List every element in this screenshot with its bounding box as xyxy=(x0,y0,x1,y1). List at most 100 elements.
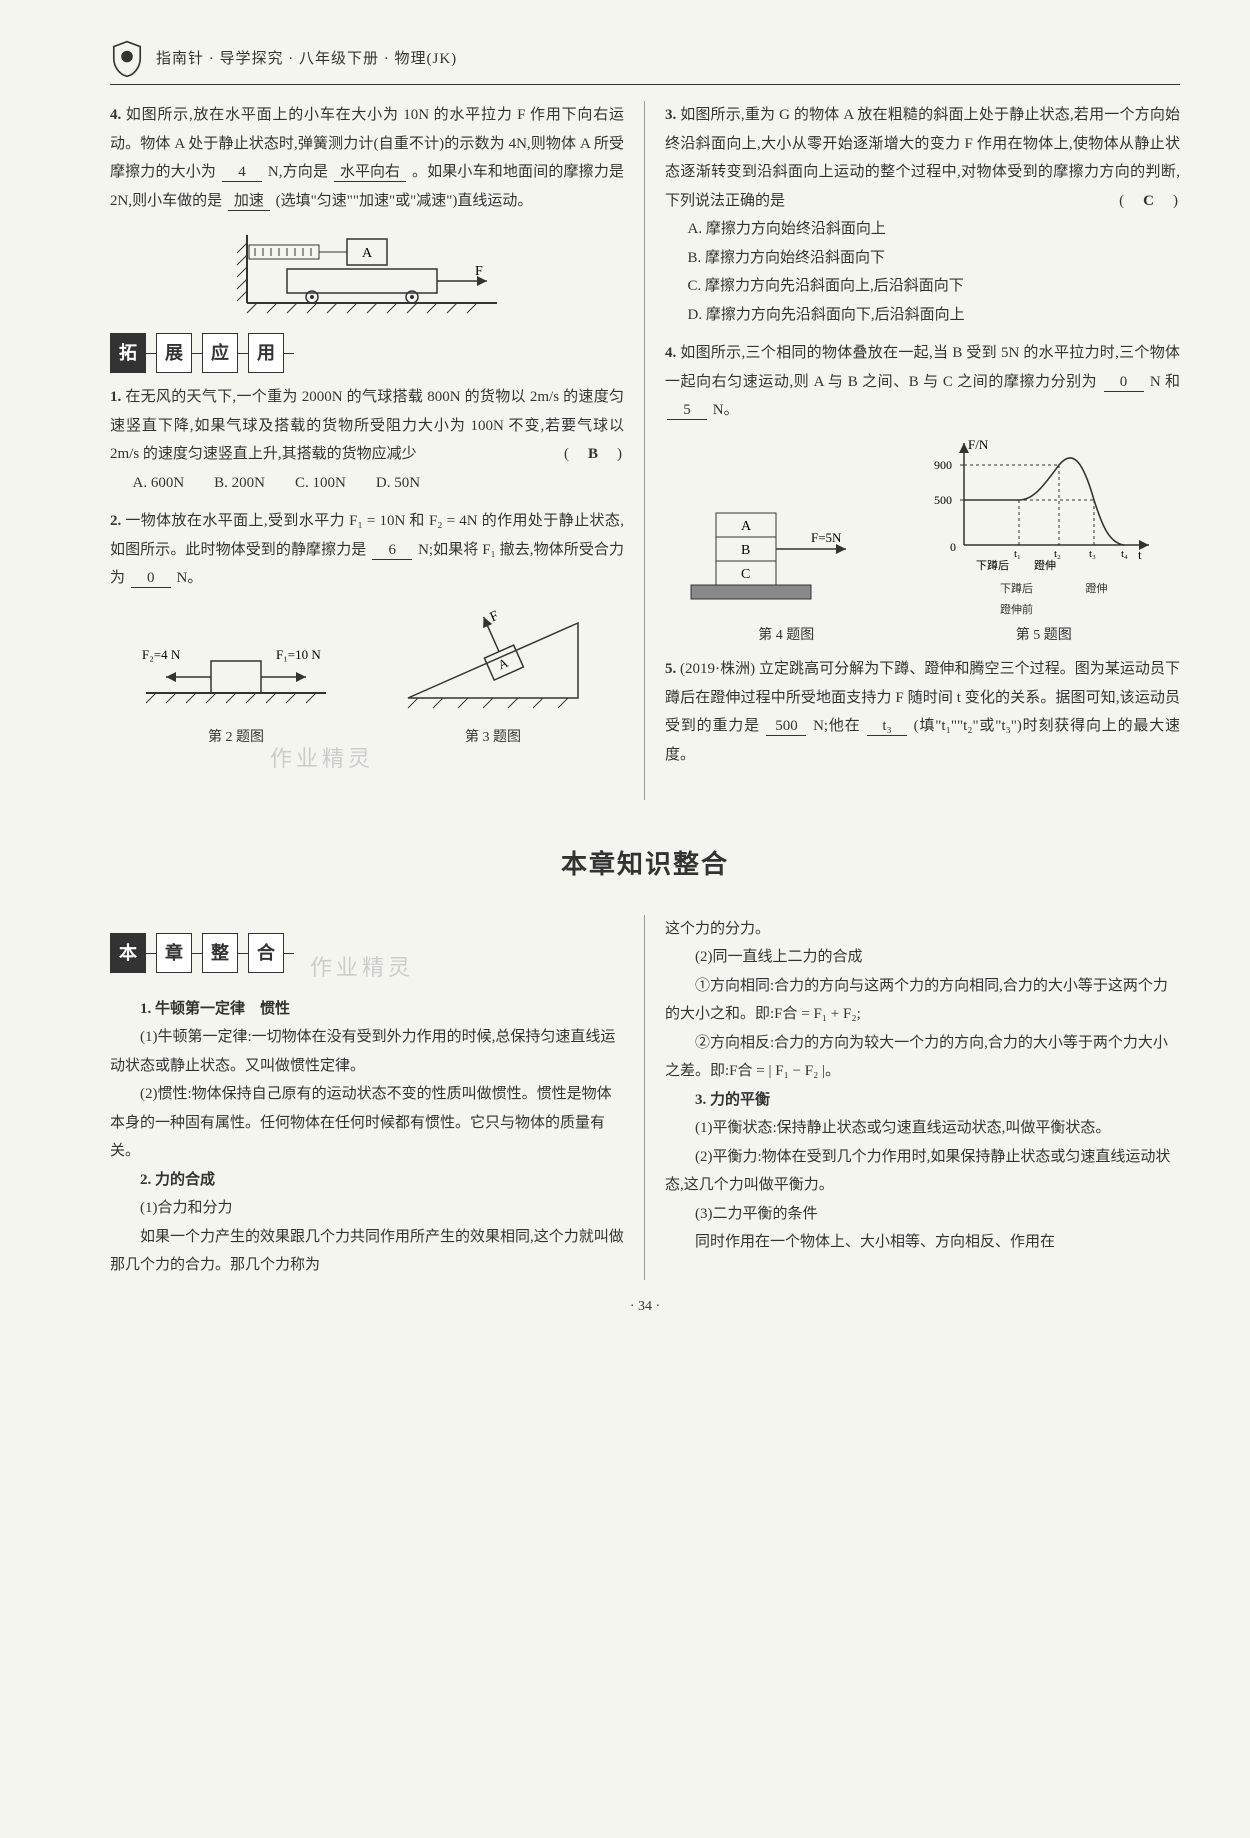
answer-blank: 加速 xyxy=(228,192,270,211)
para: 同时作用在一个物体上、大小相等、方向相反、作用在 xyxy=(665,1228,1180,1257)
answer-blank: 4 xyxy=(222,163,262,182)
section-chapter-banner: 本 章 整 合 xyxy=(110,933,624,973)
right-column: 3. 如图所示,重为 G 的物体 A 放在粗糙的斜面上处于静止状态,若用一个方向… xyxy=(645,101,1180,800)
para: ①方向相同:合力的方向与这两个力的方向相同,合力的大小等于这两个力的大小之和。即… xyxy=(665,972,1180,1029)
banner-char: 合 xyxy=(248,933,284,973)
svg-text:t₂: t₂ xyxy=(1054,548,1061,560)
q-source: (2019·株洲) xyxy=(680,661,755,677)
option-D: D. 50N xyxy=(376,469,420,498)
q-text: N。 xyxy=(177,570,203,586)
option-B: B. 200N xyxy=(214,469,265,498)
svg-text:F₁=10 N: F₁=10 N xyxy=(276,647,321,662)
left-column: 4. 如图所示,放在水平面上的小车在大小为 10N 的水平拉力 F 作用下向右运… xyxy=(110,101,645,800)
para: (1)合力和分力 xyxy=(110,1194,624,1223)
svg-text:t: t xyxy=(1138,547,1142,562)
svg-text:F=5N: F=5N xyxy=(811,530,842,545)
summary-left: 本 章 整 合 作业精灵 1. 牛顿第一定律 惯性 (1)牛顿第一定律:一切物体… xyxy=(110,915,645,1280)
para: (2)同一直线上二力的合成 xyxy=(665,943,1180,972)
section-extend-banner: 拓 展 应 用 xyxy=(110,333,624,373)
q-text: N。 xyxy=(713,402,739,418)
question-4-left: 4. 如图所示,放在水平面上的小车在大小为 10N 的水平拉力 F 作用下向右运… xyxy=(110,101,624,215)
figure-cart: A F xyxy=(110,225,624,315)
heading-3: 3. 力的平衡 xyxy=(665,1086,1180,1115)
figure-2: F₂=4 N F₁=10 N 第 2 题图 xyxy=(136,623,336,752)
para: (1)平衡状态:保持静止状态或匀速直线运动状态,叫做平衡状态。 xyxy=(665,1114,1180,1143)
q-text: N 和 xyxy=(1150,374,1180,390)
svg-text:0: 0 xyxy=(950,540,956,554)
banner-char: 整 xyxy=(202,933,238,973)
answer-blank: t₃ xyxy=(867,717,907,736)
para: (2)惯性:物体保持自己原有的运动状态不变的性质叫做惯性。惯性是物体本身的一种固… xyxy=(110,1080,624,1166)
para: (2)平衡力:物体在受到几个力作用时,如果保持静止状态或匀速直线运动状态,这几个… xyxy=(665,1143,1180,1200)
q-num: 4. xyxy=(665,345,676,361)
paren-answer: ( C ) xyxy=(1119,187,1180,216)
figure-pair-2-3: F₂=4 N F₁=10 N 第 2 题图 A F xyxy=(110,603,624,752)
label-A: A xyxy=(362,246,373,261)
para: 如果一个力产生的效果跟几个力共同作用所产生的效果相同,这个力就叫做那几个力的合力… xyxy=(110,1223,624,1280)
summary-right: 这个力的分力。 (2)同一直线上二力的合成 ①方向相同:合力的方向与这两个力的方… xyxy=(645,915,1180,1280)
para: ②方向相反:合力的方向为较大一个力的方向,合力的大小等于两个力大小之差。即:F合… xyxy=(665,1029,1180,1086)
option-A: A. 摩擦力方向始终沿斜面向上 xyxy=(688,215,1181,244)
page-header: 指南针 · 导学探究 · 八年级下册 · 物理(JK) xyxy=(110,40,1180,85)
svg-text:t₃: t₃ xyxy=(1089,548,1096,560)
q-num: 5. xyxy=(665,661,676,677)
banner-char: 展 xyxy=(156,333,192,373)
option-A: A. 600N xyxy=(133,469,185,498)
question-5-right: 5. (2019·株洲) 立定跳高可分解为下蹲、蹬伸和腾空三个过程。图为某运动员… xyxy=(665,655,1180,769)
ext-question-1: 1. 在无风的天气下,一个重为 2000N 的气球搭载 800N 的货物以 2m… xyxy=(110,383,624,497)
q-num: 1. xyxy=(110,389,121,405)
upper-columns: 4. 如图所示,放在水平面上的小车在大小为 10N 的水平拉力 F 作用下向右运… xyxy=(110,101,1180,800)
para: (3)二力平衡的条件 xyxy=(665,1200,1180,1229)
q-num: 2. xyxy=(110,513,121,529)
svg-text:500: 500 xyxy=(934,493,952,507)
question-3-right: 3. 如图所示,重为 G 的物体 A 放在粗糙的斜面上处于静止状态,若用一个方向… xyxy=(665,101,1180,329)
page-number: · 34 · xyxy=(110,1294,1180,1321)
option-C: C. 100N xyxy=(295,469,346,498)
options: A. 摩擦力方向始终沿斜面向上 B. 摩擦力方向始终沿斜面向下 C. 摩擦力方向… xyxy=(665,215,1180,329)
svg-text:F/N: F/N xyxy=(968,437,989,452)
fig-caption: 第 3 题图 xyxy=(388,725,598,752)
para: (1)牛顿第一定律:一切物体在没有受到外力作用的时候,总保持匀速直线运动状态或静… xyxy=(110,1023,624,1080)
banner-char: 用 xyxy=(248,333,284,373)
q-num: 4. xyxy=(110,107,121,123)
svg-text:C: C xyxy=(741,567,750,582)
chapter-title: 本章知识整合 xyxy=(110,840,1180,889)
svg-text:A: A xyxy=(741,519,752,534)
svg-text:t₁: t₁ xyxy=(1014,548,1021,560)
para: 这个力的分力。 xyxy=(665,915,1180,944)
banner-char: 本 xyxy=(110,933,146,973)
q-num: 3. xyxy=(665,107,676,123)
paren-answer: ( B ) xyxy=(564,440,624,469)
heading-1: 1. 牛顿第一定律 惯性 xyxy=(110,995,624,1024)
figure-5: F/N t 900 500 0 t₁ t₂ t₃ t₄ xyxy=(924,435,1164,650)
fig-caption: 第 2 题图 xyxy=(136,725,336,752)
svg-text:下蹲后: 下蹲后 xyxy=(976,558,1009,572)
banner-char: 章 xyxy=(156,933,192,973)
answer-blank: 水平向右 xyxy=(334,163,406,182)
banner-char: 应 xyxy=(202,333,238,373)
svg-text:t₄: t₄ xyxy=(1121,548,1128,560)
fig-caption: 第 5 题图 xyxy=(924,623,1164,650)
figure-pair-4-5: A B C F=5N 第 4 题图 F/N t 900 xyxy=(665,435,1180,650)
q-text: 如图所示,重为 G 的物体 A 放在粗糙的斜面上处于静止状态,若用一个方向始终沿… xyxy=(665,107,1180,209)
svg-text:蹬伸: 蹬伸 xyxy=(1034,559,1056,572)
figure-4: A B C F=5N 第 4 题图 xyxy=(681,490,891,649)
figure-3: A F 第 3 题图 xyxy=(388,603,598,752)
header-title: 指南针 · 导学探究 · 八年级下册 · 物理(JK) xyxy=(156,45,457,74)
x-axis-labels: 下蹲后蹬伸前蹬伸 xyxy=(924,579,1164,621)
answer-blank: 0 xyxy=(1104,373,1144,392)
option-C: C. 摩擦力方向先沿斜面向上,后沿斜面向下 xyxy=(688,272,1181,301)
lower-columns: 本 章 整 合 作业精灵 1. 牛顿第一定律 惯性 (1)牛顿第一定律:一切物体… xyxy=(110,915,1180,1280)
question-4-right: 4. 如图所示,三个相同的物体叠放在一起,当 B 受到 5N 的水平拉力时,三个… xyxy=(665,339,1180,425)
q-text: N;他在 xyxy=(813,718,860,734)
banner-char: 拓 xyxy=(110,333,146,373)
option-B: B. 摩擦力方向始终沿斜面向下 xyxy=(688,244,1181,273)
options-row: A. 600N B. 200N C. 100N D. 50N xyxy=(110,469,624,498)
q-text: (选填"匀速""加速"或"减速")直线运动。 xyxy=(276,193,533,209)
shield-logo-icon xyxy=(110,40,144,78)
ext-question-2: 2. 一物体放在水平面上,受到水平力 F₁ = 10N 和 F₂ = 4N 的作… xyxy=(110,507,624,593)
svg-text:900: 900 xyxy=(934,458,952,472)
q-text: N,方向是 xyxy=(268,164,328,180)
answer-blank: 500 xyxy=(766,717,806,736)
fig-caption: 第 4 题图 xyxy=(681,623,891,650)
